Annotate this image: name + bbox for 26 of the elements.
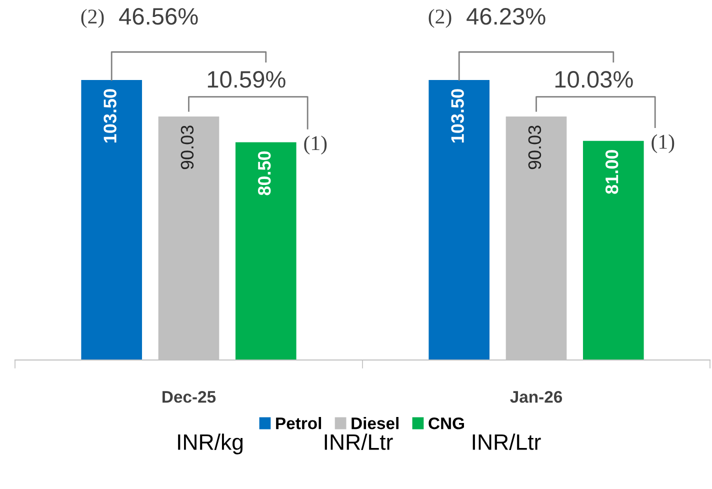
bar xyxy=(582,140,644,360)
text: 46.56% xyxy=(119,8,198,25)
data-label: 90.03 xyxy=(528,126,542,170)
data-label: 90.03 xyxy=(180,126,194,170)
x-tick-label: Jan-26 xyxy=(510,390,562,403)
bar xyxy=(235,142,296,360)
annotation: (1) xyxy=(652,134,674,154)
text: 46.23% xyxy=(466,8,546,25)
annotation: 10.59% xyxy=(208,71,286,88)
text: (2) xyxy=(81,8,104,28)
bar xyxy=(428,80,490,360)
legend-label: CNG xyxy=(428,417,464,430)
x-tick-label: Dec-25 xyxy=(162,390,216,403)
data-label: 103.50 xyxy=(104,89,116,142)
text: (2) xyxy=(428,8,452,28)
data-label: 80.50 xyxy=(258,151,271,196)
data-label: 81.00 xyxy=(605,150,618,194)
annotation: (1) xyxy=(304,136,327,154)
legend-label: Diesel xyxy=(352,417,398,430)
text: INR/Ltr xyxy=(472,434,541,450)
annotation: 10.03% xyxy=(555,71,633,88)
text: INR/Ltr xyxy=(324,434,393,450)
text: INR/kg xyxy=(178,434,243,454)
legend-label: Petrol xyxy=(276,417,322,430)
bar xyxy=(81,80,142,360)
data-label: 103.50 xyxy=(451,89,464,142)
